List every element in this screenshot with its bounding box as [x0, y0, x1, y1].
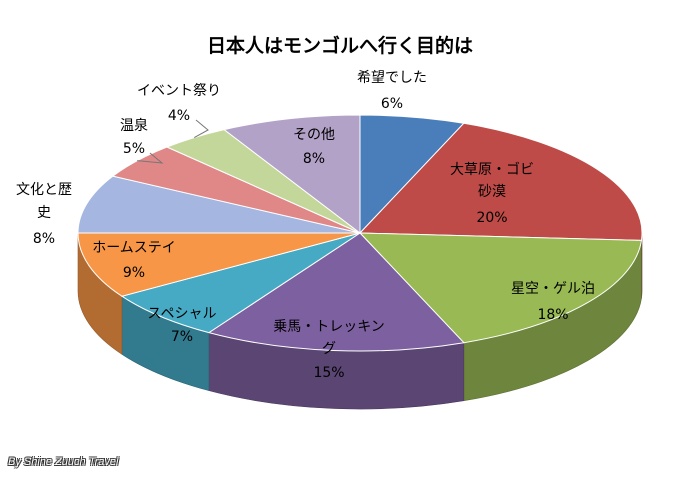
slice-label-2: 星空・ゲル泊 18%	[511, 281, 595, 323]
slice-label-1: 大草原・ゴビ砂漠 20%	[450, 161, 534, 226]
slice-label-7: 温泉 5%	[120, 117, 148, 157]
pie-slice-5	[77, 232, 361, 297]
slice-label-6: 文化と歴史 8%	[16, 182, 72, 247]
chart-title: 日本人はモンゴルへ行く目的は	[207, 34, 473, 57]
pie-slice-9	[222, 114, 361, 235]
pie-slice-1	[358, 122, 643, 241]
slice-labels: 希望でした 6% 大草原・ゴビ砂漠 20% 星空・ゲル泊 18% 乗馬・トレッキング 15% ス…	[16, 70, 595, 381]
slice-label-8: イベント祭り 4%	[137, 83, 221, 124]
pie-slice-2	[358, 232, 643, 344]
leader-lines	[137, 119, 209, 164]
slice-label-0: 希望でした 6%	[357, 70, 427, 112]
leader-line-8	[194, 119, 209, 138]
leader-line-7	[137, 152, 164, 164]
pie-slice-4	[120, 232, 361, 334]
pie-sides	[77, 232, 643, 410]
slice-label-9: その他 8%	[293, 127, 335, 167]
pie-slice-3	[207, 232, 465, 352]
slice-label-3: 乗馬・トレッキング 15%	[273, 319, 385, 381]
pie-tops	[77, 114, 643, 352]
pie-slice-6	[77, 175, 361, 234]
credit-text: By Shine Zuuch Travel	[8, 456, 119, 468]
slice-label-4: スペシャル 7%	[147, 306, 216, 345]
slice-label-5: ホームステイ 9%	[92, 240, 176, 281]
